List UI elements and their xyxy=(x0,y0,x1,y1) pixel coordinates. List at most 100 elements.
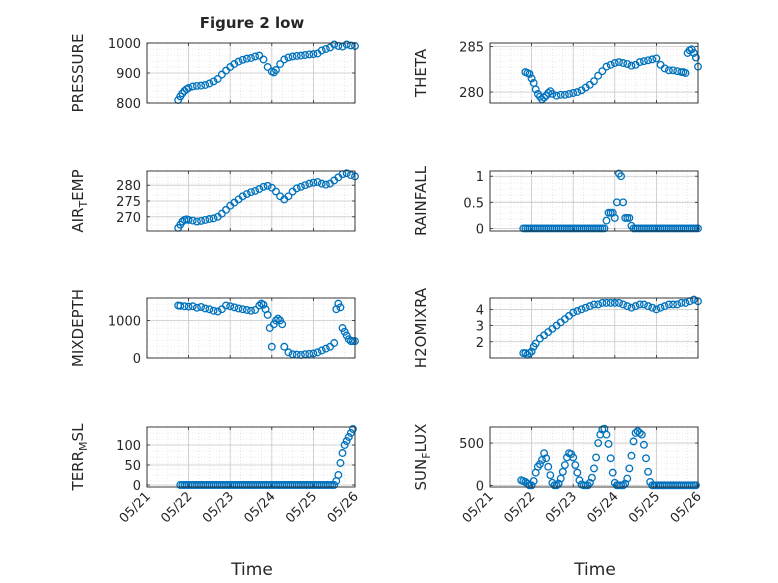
data-point xyxy=(556,90,565,99)
data-point xyxy=(631,302,640,311)
data-point xyxy=(222,301,230,310)
data-point xyxy=(635,300,644,309)
y-axis-label: TERRMSL xyxy=(69,423,90,492)
data-point xyxy=(569,89,578,97)
data-point xyxy=(587,473,596,482)
y-tick-label: 100 xyxy=(116,439,141,454)
data-point xyxy=(590,77,598,86)
data-point xyxy=(247,54,255,62)
axes-box xyxy=(489,297,699,359)
data-point xyxy=(637,430,646,439)
data-point xyxy=(247,306,255,315)
y-tick-label: 3 xyxy=(476,320,484,335)
subplot-4: 0 0.5 1 RAINFALL xyxy=(412,165,702,237)
axes-box xyxy=(146,297,356,359)
data-point xyxy=(209,77,218,86)
figure-title: Figure 2 low xyxy=(200,14,305,32)
data-point xyxy=(590,464,598,473)
data-point xyxy=(627,303,636,312)
data-point xyxy=(606,60,615,69)
data-point xyxy=(184,215,193,224)
data-point xyxy=(669,300,677,309)
data-point xyxy=(575,476,584,485)
y-axis-label: MIXDEPTH xyxy=(69,289,87,367)
data-point xyxy=(197,81,206,90)
data-point xyxy=(619,59,628,67)
data-point xyxy=(230,60,239,68)
data-point xyxy=(338,449,347,457)
data-point xyxy=(669,66,677,75)
data-point xyxy=(330,481,339,489)
data-point xyxy=(184,84,193,92)
data-point xyxy=(313,178,322,187)
data-point xyxy=(321,45,330,53)
y-axis-label: PRESSURE xyxy=(69,34,87,113)
data-point xyxy=(606,298,615,307)
data-point xyxy=(639,440,648,449)
data-point xyxy=(691,481,700,490)
subplot-2: 280 285 THETA xyxy=(412,41,702,104)
data-point xyxy=(560,90,569,99)
data-point xyxy=(284,348,293,357)
data-point xyxy=(635,58,644,67)
data-point xyxy=(552,91,561,100)
data-point xyxy=(535,460,544,469)
data-point xyxy=(205,79,214,88)
data-point xyxy=(188,82,197,91)
y-tick-label: 285 xyxy=(459,41,484,56)
data-point xyxy=(330,40,339,49)
data-point xyxy=(664,66,673,75)
y-axis-label-subscript: M xyxy=(77,441,90,451)
data-point xyxy=(615,298,623,307)
data-point xyxy=(602,62,611,71)
data-point xyxy=(346,171,355,180)
data-point xyxy=(205,305,214,314)
data-point xyxy=(309,349,318,358)
data-point xyxy=(288,52,297,61)
data-point xyxy=(542,454,551,463)
data-point xyxy=(342,40,351,49)
data-point xyxy=(192,217,201,226)
y-axis-label-main: AIR xyxy=(69,208,87,233)
data-point xyxy=(531,85,540,94)
y-axis-label-subscript: T xyxy=(77,201,90,209)
data-point xyxy=(234,57,243,66)
data-point xyxy=(259,300,268,309)
data-point xyxy=(627,451,636,460)
data-point xyxy=(552,481,561,490)
data-point xyxy=(209,306,218,315)
data-point xyxy=(292,184,301,193)
data-point xyxy=(625,214,634,222)
data-point xyxy=(527,347,536,356)
data-point xyxy=(569,453,578,462)
data-point xyxy=(230,303,239,312)
data-point xyxy=(313,348,322,357)
axes-box xyxy=(146,170,356,232)
data-point xyxy=(608,468,617,477)
data-point xyxy=(344,433,353,441)
data-point xyxy=(284,192,293,201)
data-point xyxy=(648,55,657,64)
y-tick-label: 0 xyxy=(133,479,141,494)
data-point xyxy=(242,54,251,63)
data-point xyxy=(259,55,268,64)
data-point xyxy=(201,215,210,224)
data-point xyxy=(334,471,343,479)
data-point xyxy=(590,300,598,309)
data-point xyxy=(201,81,210,89)
data-point xyxy=(255,185,264,193)
data-point xyxy=(251,186,260,195)
data-point xyxy=(201,304,210,313)
y-tick-label: 800 xyxy=(116,97,141,112)
data-point xyxy=(548,89,557,98)
data-point xyxy=(540,93,549,102)
y-axis-label: THETA xyxy=(412,48,430,98)
data-point xyxy=(656,303,665,312)
data-point xyxy=(525,69,534,78)
data-point xyxy=(309,50,318,59)
data-point xyxy=(296,182,305,191)
data-point xyxy=(619,300,628,309)
data-point xyxy=(217,70,226,79)
data-point xyxy=(681,298,690,307)
